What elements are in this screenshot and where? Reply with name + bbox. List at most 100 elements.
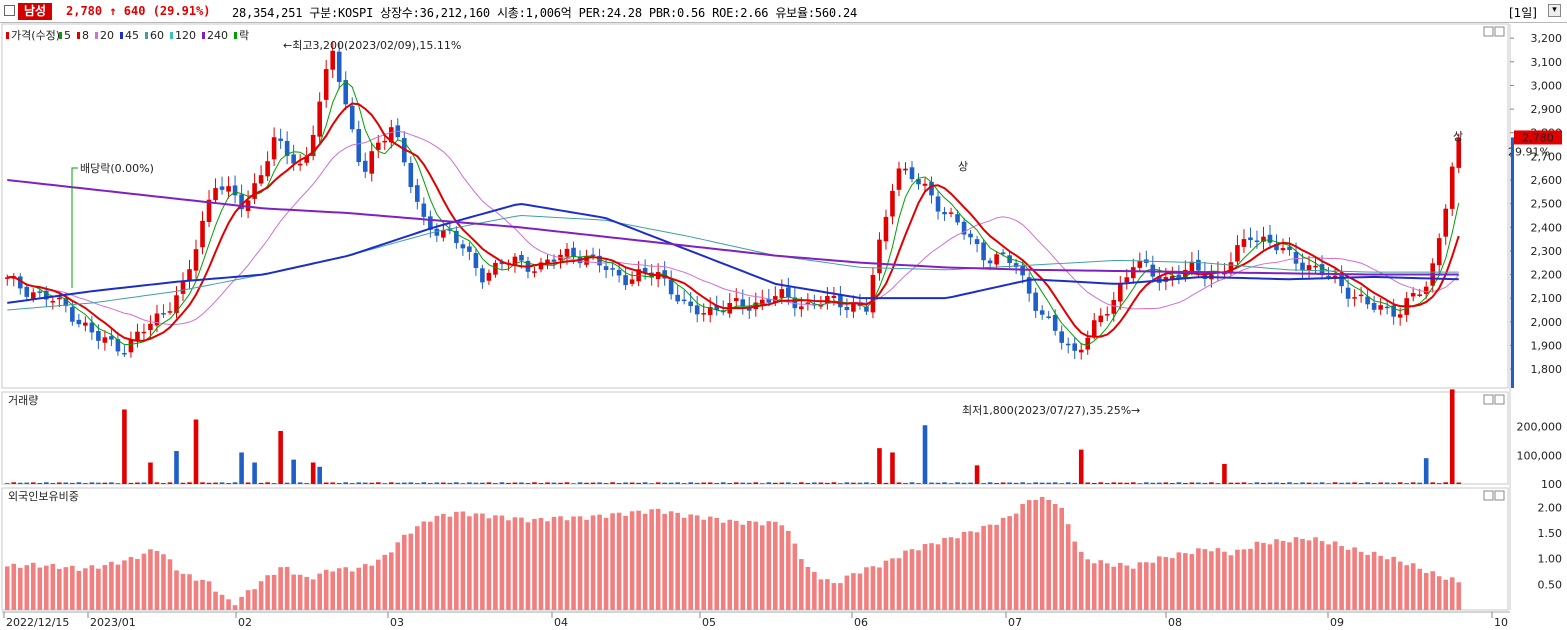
- volume-bar: [323, 482, 329, 484]
- header-menu-button[interactable]: ▾: [1548, 4, 1561, 17]
- foreign-bar: [356, 567, 362, 610]
- volume-bar: [1430, 482, 1436, 484]
- volume-bar: [428, 482, 433, 484]
- foreign-bar: [838, 583, 843, 610]
- candle-body: [1313, 265, 1318, 268]
- panel-minimize-button[interactable]: [1483, 394, 1494, 405]
- candle-body: [356, 129, 362, 163]
- candle-body: [375, 142, 381, 150]
- volume-bar: [558, 482, 563, 484]
- foreign-bar: [167, 559, 173, 610]
- candle-body: [838, 294, 843, 308]
- volume-bar: [1267, 482, 1273, 484]
- volume-bar: [571, 483, 576, 484]
- limit-up-marker: 상: [1453, 130, 1463, 143]
- volume-bar: [1274, 482, 1279, 484]
- volume-bar: [395, 482, 401, 484]
- panel-close-button[interactable]: [1494, 26, 1505, 37]
- candle-body: [187, 269, 192, 282]
- volume-bar: [506, 482, 511, 484]
- volume-bar: [343, 482, 349, 484]
- foreign-bar: [37, 567, 43, 610]
- volume-bar: [135, 482, 140, 484]
- volume-tick-label: 100,000: [1517, 449, 1563, 462]
- candle-body: [37, 291, 43, 293]
- foreign-bar: [1430, 571, 1436, 610]
- volume-bar: [1157, 482, 1162, 484]
- foreign-bar: [707, 516, 713, 610]
- header-checkbox[interactable]: [4, 5, 15, 16]
- volume-bar: [766, 482, 772, 484]
- candle-body: [1157, 276, 1162, 283]
- volume-bar: [1339, 482, 1344, 484]
- foreign-bar: [141, 553, 147, 610]
- period-selector[interactable]: [1일]: [1508, 6, 1537, 20]
- foreign-title: 외국인보유비중: [8, 490, 79, 503]
- volume-bar: [753, 482, 759, 484]
- volume-bar: [987, 482, 993, 484]
- foreign-bar: [336, 568, 342, 610]
- candle-body: [1170, 276, 1175, 279]
- foreign-bar: [265, 575, 270, 610]
- foreign-bar: [883, 560, 889, 610]
- volume-bar: [441, 482, 446, 484]
- volume-bar: [1222, 463, 1227, 484]
- volume-bar: [935, 482, 941, 484]
- volume-bar: [434, 482, 440, 484]
- foreign-bar: [174, 570, 179, 610]
- foreign-bar: [375, 559, 381, 610]
- volume-bar: [642, 482, 648, 484]
- x-tick-label: 07: [1008, 616, 1022, 629]
- chart-header: 남성 2,780 ↑ 640 (29.91%) 28,354,251 구분:KO…: [0, 0, 1567, 23]
- volume-bar: [1345, 482, 1351, 484]
- volume-bar: [50, 482, 56, 484]
- foreign-bar: [499, 515, 505, 610]
- foreign-bar: [525, 522, 531, 610]
- foreign-bar: [447, 516, 453, 610]
- candle-body: [1078, 349, 1084, 353]
- foreign-bar: [362, 564, 368, 610]
- volume-bar: [948, 483, 954, 484]
- volume-bar: [675, 482, 680, 484]
- candle-body: [232, 185, 238, 196]
- candle-body: [252, 183, 257, 199]
- volume-bar: [564, 482, 570, 484]
- foreign-bar: [1280, 540, 1286, 610]
- panel-minimize-button[interactable]: [1483, 490, 1494, 501]
- panel-close-button[interactable]: [1494, 394, 1505, 405]
- foreign-bar: [1052, 504, 1058, 610]
- volume-bar: [662, 482, 667, 484]
- candle-body: [415, 185, 420, 202]
- foreign-bar: [844, 575, 850, 610]
- foreign-bar: [239, 596, 244, 610]
- legend-label: 60: [150, 29, 164, 42]
- foreign-bar: [1039, 496, 1045, 610]
- foreign-bar: [271, 574, 277, 610]
- foreign-bar: [1449, 577, 1455, 610]
- candle-body: [1319, 264, 1325, 276]
- candle-body: [733, 298, 739, 302]
- candle-body: [1436, 238, 1442, 266]
- candle-body: [1059, 331, 1065, 343]
- foreign-bar: [278, 567, 283, 610]
- volume-bar: [219, 482, 225, 484]
- foreign-bar: [297, 574, 303, 610]
- stock-name-badge[interactable]: 남성: [18, 3, 53, 20]
- volume-bar: [1098, 482, 1104, 484]
- dividend-annotation: 배당락(0.00%): [80, 162, 154, 175]
- foreign-bar: [4, 566, 10, 610]
- volume-bar: [1404, 483, 1409, 484]
- candle-body: [213, 188, 218, 201]
- candle-body: [1287, 246, 1292, 251]
- panel-close-button[interactable]: [1494, 490, 1505, 501]
- foreign-bar: [1345, 549, 1351, 610]
- volume-bar: [974, 465, 980, 484]
- volume-bar: [187, 482, 192, 484]
- panel-minimize-button[interactable]: [1483, 26, 1494, 37]
- header-info: 28,354,251 구분:KOSPI 상장수:36,212,160 시총:1,…: [232, 6, 858, 20]
- volume-bar: [812, 482, 817, 484]
- volume-bar: [1326, 483, 1331, 484]
- candle-body: [610, 268, 615, 270]
- candle-body: [870, 275, 876, 313]
- foreign-bar: [1287, 542, 1292, 610]
